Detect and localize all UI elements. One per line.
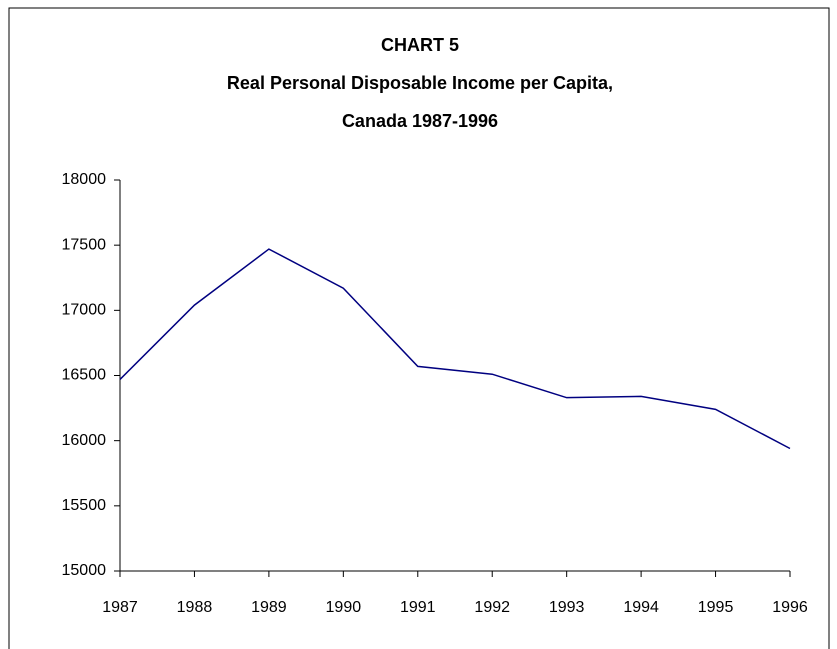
x-tick-label: 1994 [623,599,659,616]
x-tick-label: 1993 [549,599,585,616]
y-tick-label: 16000 [62,432,107,449]
x-tick-label: 1995 [698,599,734,616]
x-tick-label: 1992 [474,599,510,616]
y-tick-label: 15000 [62,562,107,579]
x-tick-label: 1991 [400,599,436,616]
x-tick-label: 1996 [772,599,808,616]
x-tick-label: 1989 [251,599,287,616]
chart-title: Canada 1987-1996 [342,111,498,131]
x-tick-label: 1990 [326,599,362,616]
x-tick-label: 1988 [177,599,213,616]
y-tick-label: 16500 [62,367,107,384]
y-tick-label: 15500 [62,497,107,514]
y-tick-label: 18000 [62,171,107,188]
y-tick-label: 17500 [62,236,107,253]
x-tick-label: 1987 [102,599,138,616]
chart-title: CHART 5 [381,35,459,55]
frame [8,7,830,649]
y-tick-label: 17000 [62,302,107,319]
chart-title: Real Personal Disposable Income per Capi… [227,73,613,93]
series-line [119,248,791,450]
